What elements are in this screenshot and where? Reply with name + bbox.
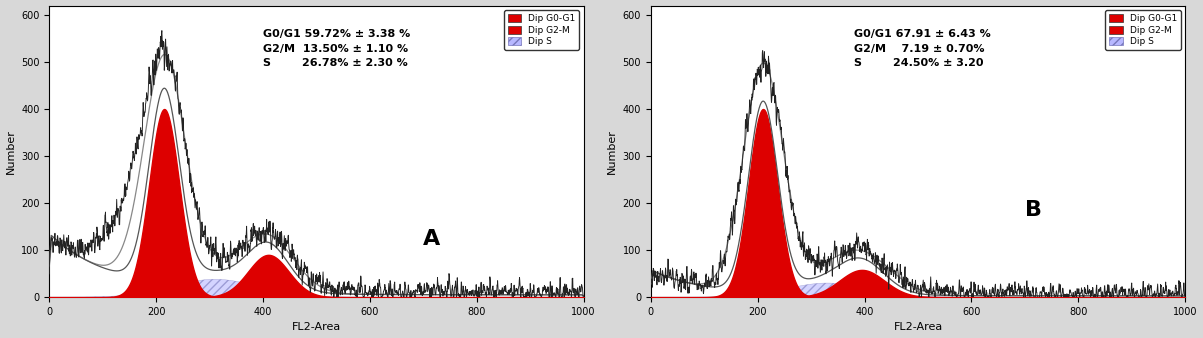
Legend: Dip G0-G1, Dip G2-M, Dip S: Dip G0-G1, Dip G2-M, Dip S <box>1106 10 1180 50</box>
Text: A: A <box>423 229 440 249</box>
Y-axis label: Number: Number <box>608 129 617 174</box>
Text: G0/G1 67.91 ± 6.43 %
G2/M    7.19 ± 0.70%
S        24.50% ± 3.20: G0/G1 67.91 ± 6.43 % G2/M 7.19 ± 0.70% S… <box>854 29 990 69</box>
Text: B: B <box>1025 199 1042 219</box>
Legend: Dip G0-G1, Dip G2-M, Dip S: Dip G0-G1, Dip G2-M, Dip S <box>504 10 579 50</box>
X-axis label: FL2-Area: FL2-Area <box>292 322 342 333</box>
Y-axis label: Number: Number <box>6 129 16 174</box>
X-axis label: FL2-Area: FL2-Area <box>894 322 943 333</box>
Text: G0/G1 59.72% ± 3.38 %
G2/M  13.50% ± 1.10 %
S        26.78% ± 2.30 %: G0/G1 59.72% ± 3.38 % G2/M 13.50% ± 1.10… <box>263 29 410 69</box>
